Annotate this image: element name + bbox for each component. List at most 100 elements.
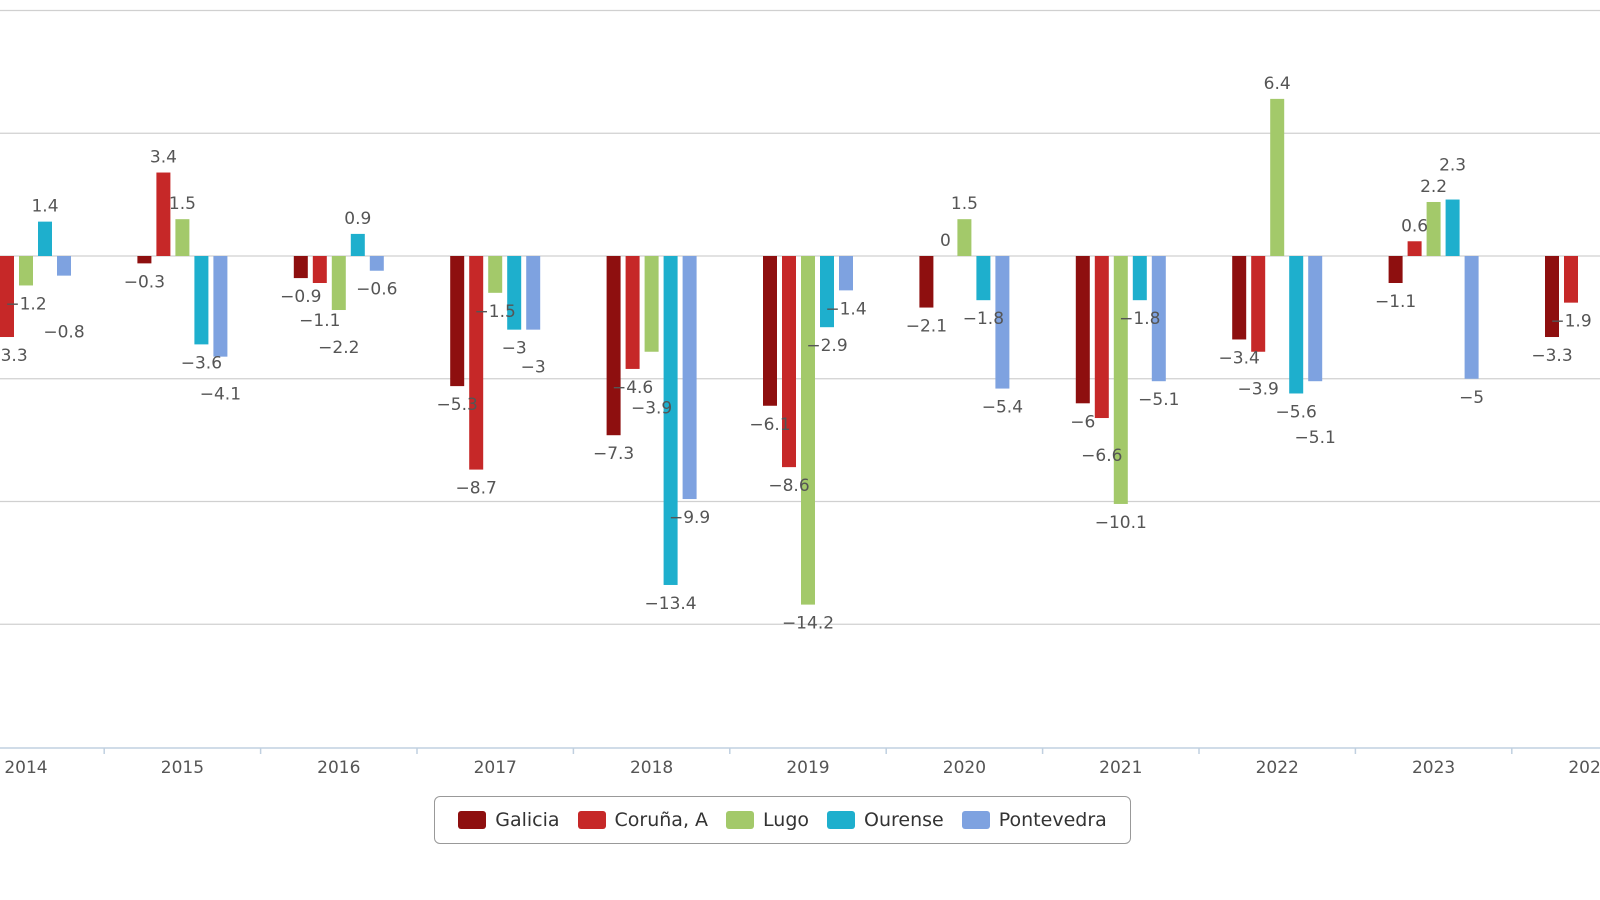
bar-lugo[interactable] <box>19 256 33 286</box>
bar-coru-a-a[interactable] <box>469 256 484 470</box>
legend-label: Galicia <box>495 809 560 831</box>
legend-item[interactable]: Pontevedra <box>961 809 1107 831</box>
bar-pontevedra[interactable] <box>839 256 853 291</box>
data-label: −6.6 <box>1081 446 1122 466</box>
data-label: −9.9 <box>669 508 710 528</box>
data-label: −5.1 <box>1295 428 1336 448</box>
bar-pontevedra[interactable] <box>995 256 1010 389</box>
legend-item[interactable]: Lugo <box>726 809 809 831</box>
bar-lugo[interactable] <box>175 219 190 256</box>
bar-coru-a-a[interactable] <box>1251 256 1266 352</box>
legend-swatch-icon <box>827 811 856 829</box>
data-label: −10.1 <box>1095 513 1147 533</box>
x-tick-label: 2019 <box>786 758 829 778</box>
bar-ourense[interactable] <box>1289 256 1304 394</box>
bar-lugo[interactable] <box>331 256 346 311</box>
bar-ourense[interactable] <box>976 256 991 301</box>
bar-galicia[interactable] <box>606 256 621 436</box>
data-label: −3 <box>502 339 527 359</box>
bar-coru-a-a[interactable] <box>156 172 171 256</box>
bar-galicia[interactable] <box>1232 256 1247 340</box>
bar-lugo[interactable] <box>644 256 659 352</box>
bar-pontevedra[interactable] <box>1464 256 1479 379</box>
bar-chart: −3.3 −1.2 1.4 −0.8 −0.3 3.4 1.5 −3.6 −4.1 −0.9 −1.… <box>0 9 1600 778</box>
legend-item[interactable]: Galicia <box>458 809 560 831</box>
x-tick-label: 2022 <box>1256 758 1299 778</box>
data-label: −6 <box>1070 412 1095 432</box>
bar-lugo[interactable] <box>801 256 815 605</box>
data-label: −1.1 <box>1375 292 1416 312</box>
data-label: 3.4 <box>150 148 177 168</box>
legend-item[interactable]: Coruña, A <box>577 809 708 831</box>
bar-galicia[interactable] <box>450 256 465 387</box>
data-label: 2.2 <box>1420 177 1447 197</box>
data-label: −14.2 <box>782 614 834 634</box>
data-label: −8.6 <box>768 476 809 496</box>
bar-lugo[interactable] <box>488 256 503 293</box>
bar-galicia[interactable] <box>763 256 777 406</box>
bar-lugo[interactable] <box>957 219 972 256</box>
legend-swatch-icon <box>961 811 990 829</box>
legend-swatch-icon <box>726 811 755 829</box>
bar-lugo[interactable] <box>1113 256 1128 504</box>
data-label: −3.9 <box>1238 380 1279 400</box>
bar-coru-a-a[interactable] <box>1094 256 1109 419</box>
bar-pontevedra[interactable] <box>369 256 384 271</box>
data-label: 0 <box>940 231 951 251</box>
bar-pontevedra[interactable] <box>1308 256 1323 382</box>
data-label: 1.4 <box>31 197 58 217</box>
bar-ourense[interactable] <box>194 256 209 345</box>
bar-pontevedra[interactable] <box>213 256 228 357</box>
data-label: −3.3 <box>0 346 28 366</box>
data-label: −4.6 <box>612 378 653 398</box>
data-label: −5.1 <box>1138 390 1179 410</box>
data-label: −1.9 <box>1550 312 1591 332</box>
x-tick-label: 2024 <box>1568 758 1600 778</box>
bar-galicia[interactable] <box>1075 256 1090 404</box>
bar-ourense[interactable] <box>38 221 52 256</box>
data-label: −0.3 <box>124 272 165 292</box>
bar-ourense[interactable] <box>1445 199 1460 256</box>
bar-lugo[interactable] <box>1270 98 1285 256</box>
data-label: −5.3 <box>437 395 478 415</box>
bar-galicia[interactable] <box>137 256 152 264</box>
data-label: −13.4 <box>645 594 697 614</box>
data-label: −2.1 <box>906 317 947 337</box>
data-label: −3.9 <box>631 399 672 419</box>
x-tick-label: 2021 <box>1099 758 1142 778</box>
data-label: −5.6 <box>1276 402 1317 422</box>
bar-pontevedra[interactable] <box>57 256 71 276</box>
bar-coru-a-a[interactable] <box>312 256 327 284</box>
data-label: −5.4 <box>982 398 1023 418</box>
data-label: −3.6 <box>181 353 222 373</box>
data-label: 1.5 <box>169 194 196 214</box>
bar-pontevedra[interactable] <box>1151 256 1166 382</box>
bar-coru-a-a[interactable] <box>625 256 640 369</box>
bar-ourense[interactable] <box>507 256 522 330</box>
x-tick-label: 2016 <box>317 758 360 778</box>
data-label: 2.3 <box>1439 156 1466 176</box>
data-label: −0.9 <box>280 287 321 307</box>
legend-swatch-icon <box>458 811 487 829</box>
data-label: −0.6 <box>356 280 397 300</box>
bar-galicia[interactable] <box>1388 256 1403 284</box>
bar-coru-a-a[interactable] <box>1407 241 1422 256</box>
bar-ourense[interactable] <box>350 233 365 256</box>
bar-pontevedra[interactable] <box>526 256 541 330</box>
bar-lugo[interactable] <box>1426 201 1441 256</box>
data-label: −1.8 <box>1119 309 1160 329</box>
bar-coru-a-a[interactable] <box>782 256 796 468</box>
bar-galicia[interactable] <box>1545 256 1559 338</box>
bar-galicia[interactable] <box>293 256 308 279</box>
bar-ourense[interactable] <box>663 256 678 585</box>
data-label: −3 <box>521 358 546 378</box>
bar-galicia[interactable] <box>919 256 934 308</box>
data-label: −3.4 <box>1219 348 1260 368</box>
bar-pontevedra[interactable] <box>682 256 697 500</box>
legend-item[interactable]: Ourense <box>827 809 944 831</box>
bar-coru-a-a[interactable] <box>0 256 14 338</box>
bar-ourense[interactable] <box>820 256 834 328</box>
bar-coru-a-a[interactable] <box>1564 256 1578 303</box>
bar-ourense[interactable] <box>1132 256 1147 301</box>
legend: Galicia Coruña, A Lugo Ourense Pontevedra <box>434 796 1131 844</box>
